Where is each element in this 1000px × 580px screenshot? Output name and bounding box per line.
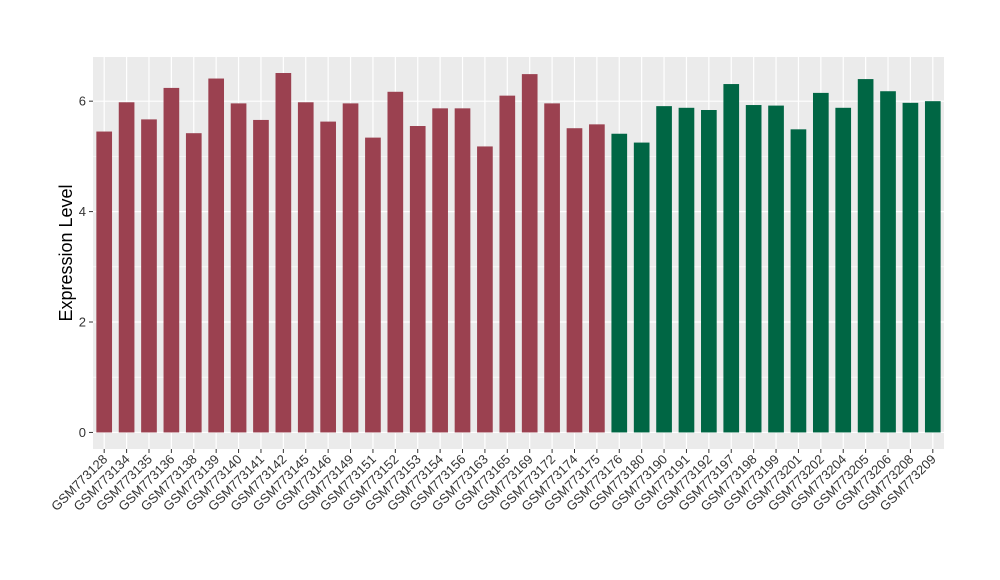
bar-GSM773141 bbox=[253, 119, 269, 433]
bar-GSM773134 bbox=[118, 102, 135, 433]
bar-GSM773180 bbox=[633, 142, 650, 433]
bar-GSM773208 bbox=[902, 102, 919, 433]
bar-GSM773149 bbox=[342, 103, 359, 433]
bar-GSM773145 bbox=[297, 102, 314, 433]
bar-GSM773163 bbox=[477, 146, 493, 433]
bar-GSM773146 bbox=[320, 121, 336, 433]
bar-GSM773191 bbox=[678, 107, 695, 433]
bar-GSM773202 bbox=[812, 92, 829, 433]
bar-GSM773138 bbox=[185, 133, 202, 433]
bar-GSM773153 bbox=[409, 126, 426, 433]
bars bbox=[96, 73, 941, 433]
bar-GSM773205 bbox=[857, 79, 874, 433]
bar-GSM773135 bbox=[141, 119, 157, 433]
bar-GSM773172 bbox=[544, 103, 560, 433]
bar-GSM773156 bbox=[454, 108, 471, 433]
bar-GSM773204 bbox=[835, 107, 852, 433]
bar-GSM773175 bbox=[589, 124, 605, 433]
y-axis-title: Expression Level bbox=[56, 184, 76, 321]
bar-GSM773176 bbox=[611, 133, 628, 433]
bar-GSM773199 bbox=[768, 105, 784, 433]
bar-GSM773139 bbox=[208, 78, 225, 433]
bar-GSM773128 bbox=[96, 131, 113, 433]
y-tick-label: 6 bbox=[79, 94, 86, 109]
bar-GSM773142 bbox=[275, 73, 292, 433]
y-axis: 0 2 4 6 bbox=[79, 94, 93, 440]
bar-GSM773209 bbox=[924, 101, 941, 433]
y-tick-label: 2 bbox=[79, 315, 86, 330]
y-tick-label: 0 bbox=[79, 425, 86, 440]
bar-GSM773169 bbox=[521, 74, 538, 433]
bar-GSM773201 bbox=[790, 129, 807, 433]
bar-GSM773197 bbox=[723, 84, 740, 433]
bar-GSM773140 bbox=[230, 103, 247, 433]
bar-GSM773198 bbox=[745, 105, 762, 433]
x-axis: GSM773128GSM773134GSM773135GSM773136GSM7… bbox=[48, 449, 939, 514]
bar-GSM773136 bbox=[163, 87, 180, 433]
bar-GSM773151 bbox=[365, 137, 381, 433]
bar-GSM773192 bbox=[701, 110, 717, 433]
bar-GSM773174 bbox=[566, 128, 583, 433]
bar-GSM773165 bbox=[499, 95, 516, 433]
bar-GSM773206 bbox=[880, 91, 896, 433]
y-tick-label: 4 bbox=[79, 204, 86, 219]
bar-GSM773154 bbox=[432, 108, 448, 433]
bar-GSM773152 bbox=[387, 91, 404, 433]
bar-GSM773190 bbox=[656, 106, 672, 433]
